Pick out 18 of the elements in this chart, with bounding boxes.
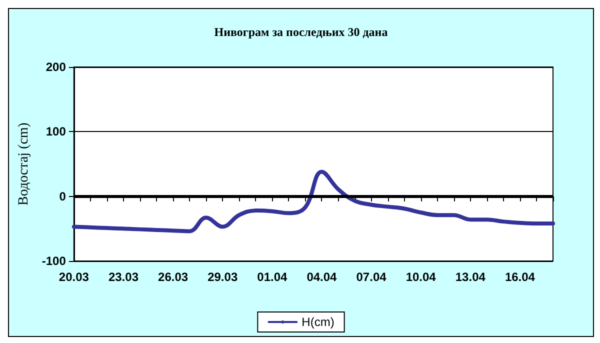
x-tick-label: 23.03 bbox=[108, 270, 139, 284]
x-tick-label: 10.04 bbox=[406, 270, 436, 284]
line-series bbox=[72, 170, 555, 234]
x-tick-label: 01.04 bbox=[257, 270, 288, 284]
y-tick-label: 0 bbox=[59, 189, 66, 204]
x-tick-label: 07.04 bbox=[356, 270, 387, 284]
x-tick-label: 29.03 bbox=[208, 270, 238, 284]
legend-label: H(cm) bbox=[302, 315, 334, 329]
y-tick-label: -100 bbox=[42, 254, 66, 268]
y-axis-title: Водостај (cm) bbox=[16, 122, 32, 206]
x-tick-label: 20.03 bbox=[58, 270, 90, 284]
x-tick-label: 26.03 bbox=[158, 270, 188, 284]
y-tick-label: 200 bbox=[46, 60, 66, 74]
chart-title: Нивограм за последњих 30 дана bbox=[214, 25, 388, 39]
x-tick-label: 16.04 bbox=[504, 270, 536, 284]
y-tick-label: 100 bbox=[46, 124, 66, 139]
x-tick-label: 04.04 bbox=[306, 270, 338, 284]
x-tick-label: 13.04 bbox=[455, 270, 486, 284]
